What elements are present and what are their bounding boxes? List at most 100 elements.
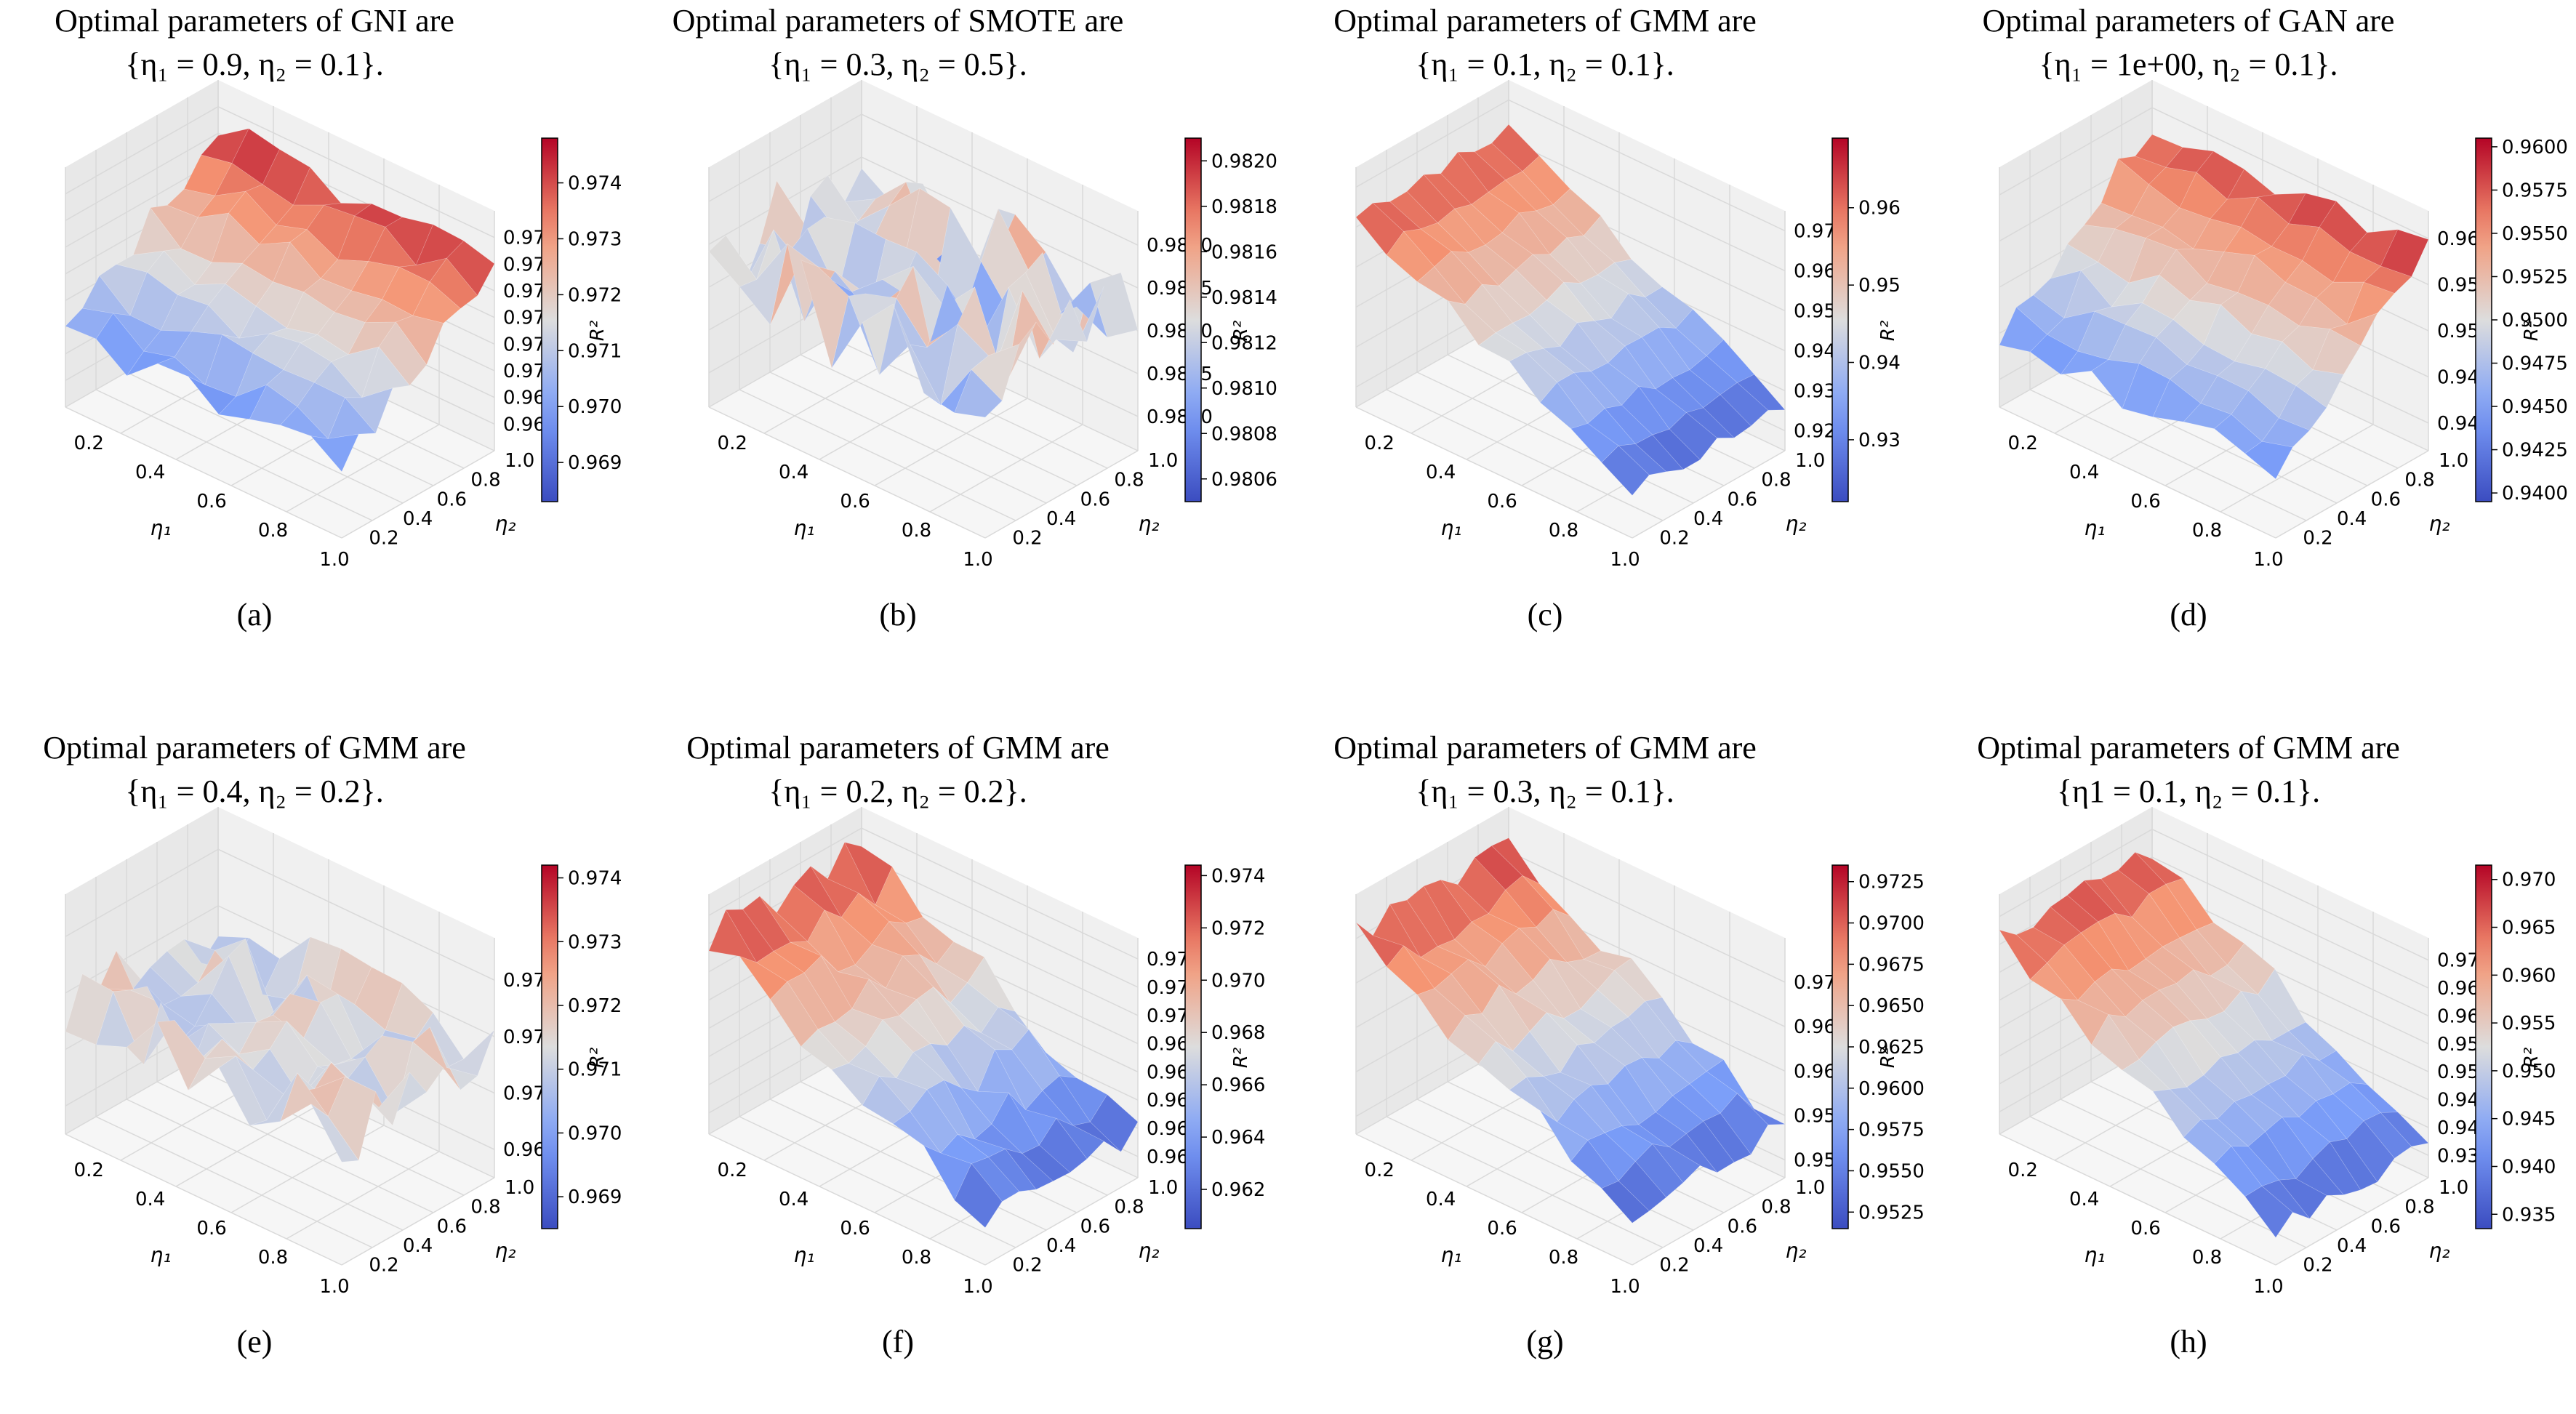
panel-caption: (h) <box>2170 1324 2207 1359</box>
y-tick-label: 0.4 <box>1046 1235 1076 1257</box>
y-tick-label: 0.4 <box>403 1235 433 1257</box>
y-tick-label: 0.6 <box>1728 489 1757 510</box>
gridline <box>2220 424 2374 513</box>
surface-facet <box>1090 1094 1139 1152</box>
surface-plot: 0.20.40.60.81.0η₁ 0.20.40.60.81.0η₂0.9680… <box>65 807 622 1298</box>
gridline <box>65 848 219 937</box>
gridline <box>65 106 219 195</box>
pane-floor <box>709 320 1138 538</box>
y-tick-label: 0.8 <box>1114 1197 1144 1218</box>
gridline <box>1355 99 1509 188</box>
surface-facet <box>2244 1186 2293 1238</box>
surface-plot: 0.20.40.60.81.0η₁ 0.20.40.60.81.0η₂0.9500… <box>1355 807 1925 1298</box>
x-tick-label: 1.0 <box>319 549 349 571</box>
x-tick-label: 0.8 <box>902 1247 931 1269</box>
y-tick-label: 0.6 <box>1080 1216 1110 1237</box>
colorbar-tick-label: 0.972 <box>1211 917 1265 939</box>
gridline <box>1416 371 1694 504</box>
colorbar-tick-label: 0.9650 <box>1858 995 1925 1017</box>
gridline <box>1999 829 2153 917</box>
z-axis-label: R² <box>1230 321 1252 342</box>
chart-title-line1: Optimal parameters of GMM are <box>43 730 466 766</box>
x-tick-label: 0.4 <box>1426 1189 1456 1210</box>
gridline <box>1386 389 1664 521</box>
gridline <box>769 1098 1047 1231</box>
surface-facet <box>361 1072 410 1126</box>
gridline <box>2029 389 2307 521</box>
surface-facet <box>310 433 359 473</box>
colorbar-tick-label: 0.9575 <box>1858 1120 1925 1141</box>
surface-facet <box>2363 265 2412 294</box>
y-tick-label: 0.6 <box>1728 1216 1757 1237</box>
surface-plot: 0.20.40.60.81.0η₁ 0.20.40.60.81.0η₂0.9800… <box>708 80 1277 571</box>
surface-facet <box>2363 1112 2412 1159</box>
gridline <box>1999 107 2153 196</box>
gridline <box>1999 1133 2276 1266</box>
chart-panel-a: Optimal parameters of GNI are {η₁ = 0.9, … <box>0 0 640 687</box>
x-tick-label: 0.2 <box>718 433 747 454</box>
surface-facet <box>361 346 410 398</box>
x-axis-label: η₁ <box>2085 1243 2106 1267</box>
y-tick-label: 0.4 <box>1693 1235 1723 1257</box>
surface-facet <box>2295 1158 2344 1196</box>
x-tick-label: 0.4 <box>2069 462 2099 483</box>
x-tick-label: 0.6 <box>840 491 870 513</box>
surface-facet <box>2261 1179 2311 1219</box>
colorbar-tick-label: 0.94 <box>1858 353 1901 374</box>
colorbar-tick-label: 0.971 <box>568 340 622 362</box>
x-tick-label: 0.2 <box>2008 1160 2038 1181</box>
gridline <box>1355 1133 1633 1266</box>
gridline <box>2275 1177 2429 1266</box>
surface-plot: 0.20.40.60.81.0η₁ 0.20.40.60.81.0η₂0.9400… <box>1999 80 2568 571</box>
surface-facet <box>1022 1144 1071 1182</box>
panel-caption: (a) <box>236 597 273 632</box>
y-tick-label: 0.8 <box>2404 470 2434 491</box>
z-tick-label: 0.9815 <box>1147 278 1213 300</box>
z-tick-label: 0.93 <box>1794 381 1836 403</box>
colorbar-tick-label: 0.969 <box>568 1186 622 1208</box>
pane-floor <box>1356 320 1785 538</box>
y-tick-label: 0.6 <box>437 489 467 510</box>
colorbar-tick-label: 0.974 <box>568 868 622 890</box>
colorbar-tick-label: 0.9450 <box>2502 396 2568 418</box>
surface-facet <box>310 1104 359 1162</box>
colorbar-tick-label: 0.972 <box>568 284 622 306</box>
gridline <box>861 827 1139 960</box>
y-axis-label: η₂ <box>2429 1239 2450 1263</box>
chart-title-line2: {η₁ = 0.2, η₂ = 0.2}. <box>769 774 1027 809</box>
x-tick-label: 0.6 <box>2130 491 2160 513</box>
y-tick-label: 0.8 <box>470 1197 500 1218</box>
y-tick-label: 1.0 <box>505 1177 534 1199</box>
y-tick-label: 1.0 <box>1148 450 1178 472</box>
gridline <box>2151 829 2429 961</box>
surface-facet <box>1618 443 1667 475</box>
x-tick-label: 0.4 <box>779 462 808 483</box>
surface-facet <box>446 240 495 297</box>
colorbar-tick-label: 0.9816 <box>1211 241 1277 263</box>
surface-facet <box>1005 1148 1054 1190</box>
gridline <box>708 406 986 539</box>
x-tick-label: 0.8 <box>1549 520 1578 542</box>
pane-floor <box>65 1047 494 1265</box>
colorbar <box>2475 864 2492 1229</box>
colorbar-tick-label: 0.9550 <box>1858 1160 1925 1182</box>
gridline <box>2151 856 2429 989</box>
colorbar-tick-label: 0.9625 <box>1858 1037 1925 1059</box>
colorbar <box>541 864 558 1229</box>
y-tick-label: 1.0 <box>2439 1177 2468 1199</box>
gridline <box>1355 406 1633 539</box>
gridline <box>1508 99 1786 232</box>
colorbar-tick-label: 0.973 <box>568 931 622 953</box>
colorbar-tick-label: 0.9475 <box>2502 353 2568 375</box>
y-axis-label: η₂ <box>1139 512 1160 536</box>
surface-facet <box>1669 1133 1718 1173</box>
y-tick-label: 1.0 <box>1148 1177 1178 1199</box>
y-tick-label: 0.2 <box>369 1255 398 1277</box>
chart-title-line1: Optimal parameters of GNI are <box>55 3 454 39</box>
gridline <box>341 1177 495 1266</box>
x-tick-label: 0.4 <box>135 1189 165 1210</box>
y-tick-label: 0.6 <box>2371 489 2401 510</box>
surface-facet <box>954 369 1003 418</box>
gridline <box>929 424 1083 513</box>
y-tick-label: 0.8 <box>470 470 500 491</box>
